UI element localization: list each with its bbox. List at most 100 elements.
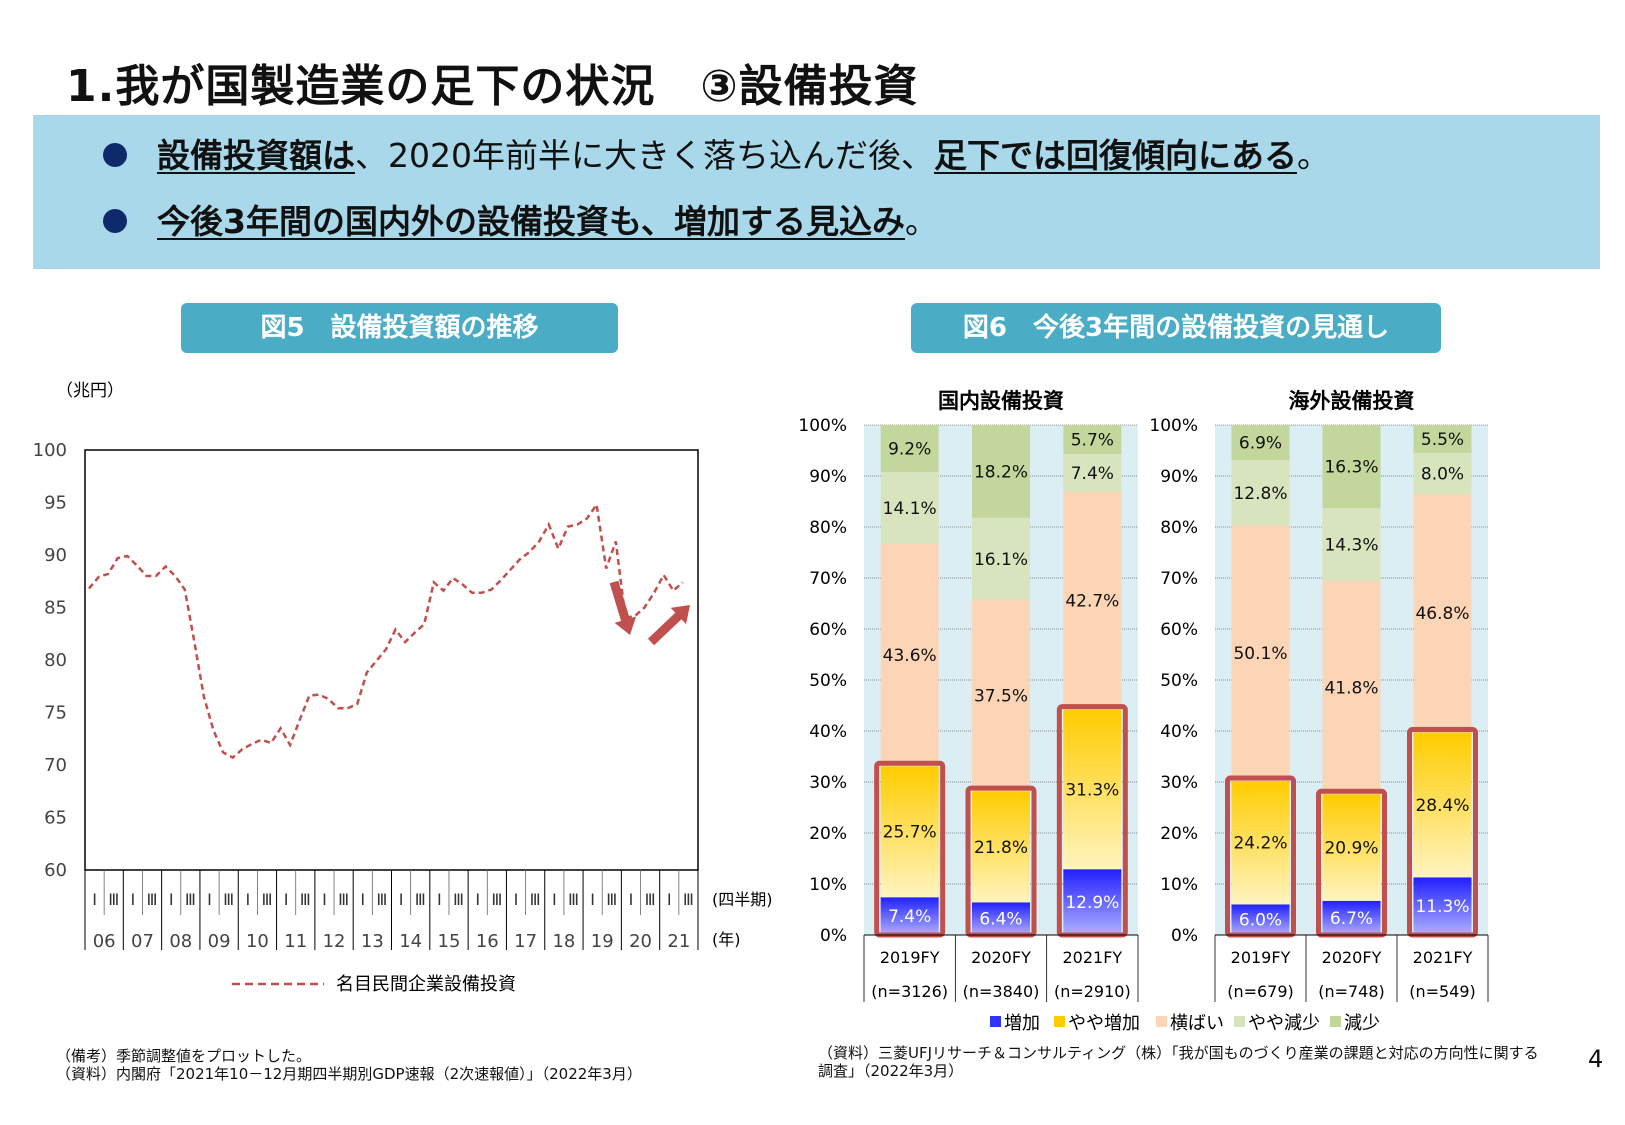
y-tick-label: 90% [809,467,847,487]
plot-area-frame [84,449,699,871]
category-label: 2021FY [1062,948,1122,967]
y-tick-label: 65 [44,808,67,829]
quarter-tick-label: Ⅰ [629,890,634,909]
data-label: 41.8% [1324,679,1378,699]
summary-line-1-bold-a: 設備投資額は [157,136,355,175]
quarter-tick-label: Ⅰ [590,890,595,909]
summary-line-2: 今後3年間の国内外の設備投資も、増加する見込み。 [157,195,938,243]
data-label: 18.2% [974,462,1028,482]
category-label: 2020FY [971,948,1031,967]
bar-segment [1063,491,1122,710]
year-tick-label: 11 [284,931,307,952]
bar-segment [972,517,1030,600]
bar-segment [1063,869,1122,935]
quarter-tick-label: Ⅰ [360,890,365,909]
bar-segment [880,471,939,544]
legend-label: やや減少 [1248,1013,1320,1034]
fig6-stacked-bar-charts: 国内設備投資 0% 10% 20% 30% 40% 50% 60% 70% 80% 90% 100% 7… [798,389,1489,1034]
bar-segment [1063,425,1122,455]
bar-segment [1322,900,1381,935]
quarter-tick-label: Ⅲ [645,890,656,909]
bar-segment [1413,453,1472,494]
quarter-tick-label: Ⅰ [245,890,250,909]
summary-banner: 設備投資額は、2020年前半に大きく落ち込んだ後、足下では回復傾向にある。 今後… [33,115,1600,269]
bar-segment [1063,454,1122,492]
data-label: 6.7% [1330,909,1373,929]
panel-title: 国内設備投資 [938,389,1064,413]
data-label: 46.8% [1415,604,1469,624]
data-label: 14.1% [883,499,937,519]
bar-segment [1413,425,1472,454]
y-tick-label: 100 [33,440,67,461]
quarter-tick-label: Ⅰ [667,890,672,909]
data-label: 7.4% [1071,464,1114,484]
y-tick-label: 30% [809,773,847,793]
quarter-tick-label: Ⅰ [169,890,174,909]
year-tick-label: 20 [629,931,652,952]
year-tick-label: 14 [399,931,422,952]
category-label: 2020FY [1322,948,1382,967]
sample-size-label: (n=748) [1318,982,1385,1001]
page-title: 1.我が国製造業の足下の状況 ③設備投資 [66,61,919,112]
bar-segment [1413,732,1472,878]
y-tick-label: 70 [44,755,67,776]
data-label: 5.5% [1421,430,1464,450]
quarter-tick-label: Ⅲ [376,890,387,909]
y-tick-label: 90% [1160,467,1198,487]
y-tick-label: 30% [1160,773,1198,793]
quarter-tick-label: Ⅰ [514,890,519,909]
data-label: 12.9% [1065,893,1119,913]
data-label: 5.7% [1071,431,1114,451]
y-tick-label: 85 [44,598,67,619]
y-tick-label: 40% [1160,722,1198,742]
bar-segment [880,543,939,767]
y-tick-label: 100% [798,416,847,436]
fig5-title: 図5 設備投資額の推移 [181,303,618,353]
quarter-tick-label: Ⅲ [185,890,196,909]
up-arrow-icon-head [670,605,690,625]
series-line-nominal-capex [88,501,684,760]
year-tick-label: 08 [169,931,192,952]
data-label: 25.7% [883,823,937,843]
page-number: 4 [1588,1045,1604,1073]
year-tick-label: 13 [361,931,384,952]
bar-segment [1231,460,1290,526]
legend-label: 増加 [1004,1013,1040,1034]
y-tick-label: 20% [1160,824,1198,844]
bar-segment [1231,904,1290,935]
summary-line-2-text: 。 [904,202,938,241]
y-tick-label: 80% [809,518,847,538]
year-tick-label: 06 [93,931,116,952]
y-tick-label: 60% [809,620,847,640]
summary-line-1-text-a: 、2020年前半に大きく落ち込んだ後、 [355,136,934,175]
quarter-tick-label: Ⅲ [338,890,349,909]
up-arrow-icon-shaft [647,608,686,646]
bullet-icon [103,143,127,167]
bar-segment [972,599,1030,792]
category-label: 2019FY [880,948,940,967]
quarter-tick-label: Ⅲ [491,890,502,909]
summary-line-1-bold-b: 足下では回復傾向にある [933,136,1297,175]
quarter-tick-label: Ⅲ [453,890,464,909]
legend-swatch [1054,1016,1065,1027]
summary-line-2-bold: 今後3年間の国内外の設備投資も、増加する見込み [157,202,905,241]
y-tick-label: 95 [44,493,67,514]
y-axis-unit-label: （兆円） [56,381,124,401]
y-tick-label: 10% [809,875,847,895]
y-tick-label: 0% [1171,926,1198,946]
year-tick-label: 18 [552,931,575,952]
legend-label: 横ばい [1170,1013,1224,1034]
y-tick-label: 60% [1160,620,1198,640]
quarter-tick-label: Ⅲ [568,890,579,909]
note-source-right-1: （資料）三菱UFJリサーチ＆コンサルティング（株）「我が国ものづくり産業の課題と… [818,1044,1539,1062]
data-label: 6.4% [979,910,1022,930]
quarter-tick-label: Ⅰ [552,890,557,909]
data-label: 28.4% [1415,796,1469,816]
y-tick-label: 80 [44,650,67,671]
y-tick-label: 70% [1160,569,1198,589]
data-label: 37.5% [974,687,1028,707]
down-arrow-icon-shaft [609,580,632,627]
sample-size-label: (n=3840) [963,982,1040,1001]
y-tick-label: 60 [44,860,67,881]
quarter-tick-label: Ⅰ [207,890,212,909]
